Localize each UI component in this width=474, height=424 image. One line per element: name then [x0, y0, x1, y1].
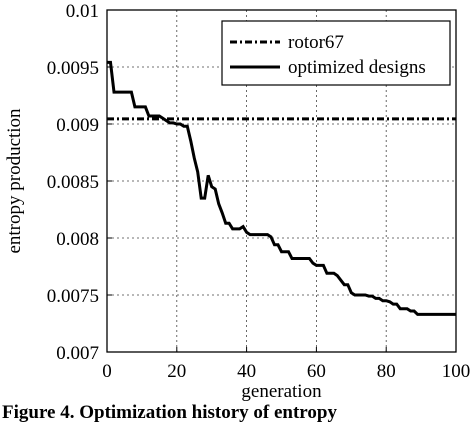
legend-box — [221, 20, 451, 86]
series-layer — [107, 60, 456, 316]
y-tick-label: 0.0095 — [47, 58, 99, 79]
y-axis-label: entropy production — [4, 108, 25, 254]
y-tick-label: 0.0085 — [47, 172, 99, 193]
x-tick-label: 0 — [102, 361, 112, 382]
y-tick-label: 0.008 — [56, 229, 99, 250]
x-tick-label: 20 — [167, 361, 186, 382]
x-tick-label: 80 — [377, 361, 396, 382]
x-tick-label: 100 — [442, 361, 471, 382]
x-tick-label: 60 — [307, 361, 326, 382]
y-tick-label: 0.0075 — [47, 286, 99, 307]
y-tick-label: 0.007 — [56, 343, 99, 364]
x-tick-label: 40 — [237, 361, 256, 382]
y-tick-label: 0.009 — [56, 115, 99, 136]
x-axis-label: generation — [241, 381, 322, 402]
legend-label: optimized designs — [288, 57, 426, 78]
legend: rotor67 optimized designs — [221, 20, 451, 86]
series-line-optimized-designs — [107, 60, 456, 316]
legend-label: rotor67 — [288, 32, 344, 53]
y-tick-label: 0.01 — [66, 1, 99, 22]
figure-caption: Figure 4. Optimization history of entrop… — [2, 402, 337, 423]
tick-layer: 0 20 40 60 80 100 0.007 0.0075 0.008 0.0085 0.009 0… — [47, 1, 471, 382]
